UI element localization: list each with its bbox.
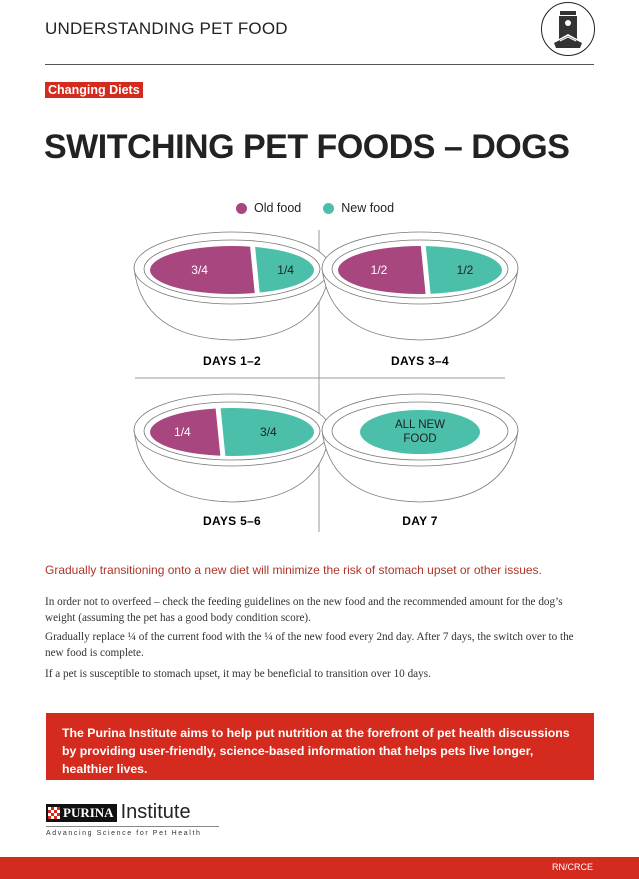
checkerboard-icon: [48, 806, 60, 819]
paragraph: If a pet is susceptible to stomach upset…: [45, 668, 431, 680]
logo-brand: PURINA: [63, 804, 114, 820]
new-food-label: 1/2: [457, 263, 474, 277]
new-food-label: ALL NEW: [395, 419, 445, 431]
purina-brand-mark: PURINA: [46, 803, 117, 822]
old-food-label: 1/4: [174, 425, 191, 439]
logo-tagline: Advancing Science for Pet Health: [46, 830, 202, 837]
bowl-diagram: 3/4 1/4 1/2 1/2 1/4 3/4 ALL NEW FOOD DAYS 1–2 D…: [133, 230, 519, 532]
logo-rule: [46, 826, 219, 827]
legend: Old food New food: [236, 201, 394, 215]
paragraph: In order not to overfeed – check the fee…: [45, 596, 563, 624]
legend-old-label: Old food: [254, 201, 302, 215]
legend-new-label: New food: [341, 201, 395, 215]
series-title: UNDERSTANDING PET FOOD: [45, 19, 288, 38]
category-tag: Changing Diets: [45, 82, 143, 98]
new-food-swatch: [323, 202, 335, 214]
new-food-label: 1/4: [277, 263, 294, 277]
old-food-swatch: [236, 202, 247, 214]
day-label: DAY 7: [402, 514, 438, 528]
bowl: 3/4 1/4: [133, 231, 331, 341]
new-food-portion: [360, 410, 480, 454]
purina-institute-logo: PURINA Institute Advancing Science for Pe…: [46, 801, 219, 837]
paragraph: Gradually replace ¼ of the current food …: [45, 631, 574, 659]
old-food-label: 3/4: [191, 263, 208, 277]
old-food-label: 1/2: [371, 263, 388, 277]
lead-text: Gradually transitioning onto a new diet …: [45, 563, 542, 577]
footer-bar: [0, 857, 639, 879]
bowl: 1/4 3/4: [133, 393, 331, 503]
day-label: DAYS 3–4: [391, 354, 449, 368]
bowl: 1/2 1/2: [321, 231, 519, 341]
pet-food-bag-icon: [541, 2, 595, 56]
logo-name: Institute: [120, 801, 191, 823]
footer-code: RN/CRCE: [551, 862, 593, 872]
legend-new-food: New food: [323, 201, 394, 215]
header-divider: [45, 64, 594, 65]
new-food-label: FOOD: [403, 433, 436, 445]
day-label: DAYS 1–2: [203, 354, 261, 368]
legend-old-food: Old food: [236, 201, 301, 215]
new-food-label: 3/4: [260, 425, 277, 439]
mission-banner: The Purina Institute aims to help put nu…: [46, 713, 594, 780]
day-label: DAYS 5–6: [203, 514, 261, 528]
bowl: ALL NEW FOOD: [321, 393, 519, 503]
page-title: SWITCHING PET FOODS – DOGS: [44, 128, 570, 166]
